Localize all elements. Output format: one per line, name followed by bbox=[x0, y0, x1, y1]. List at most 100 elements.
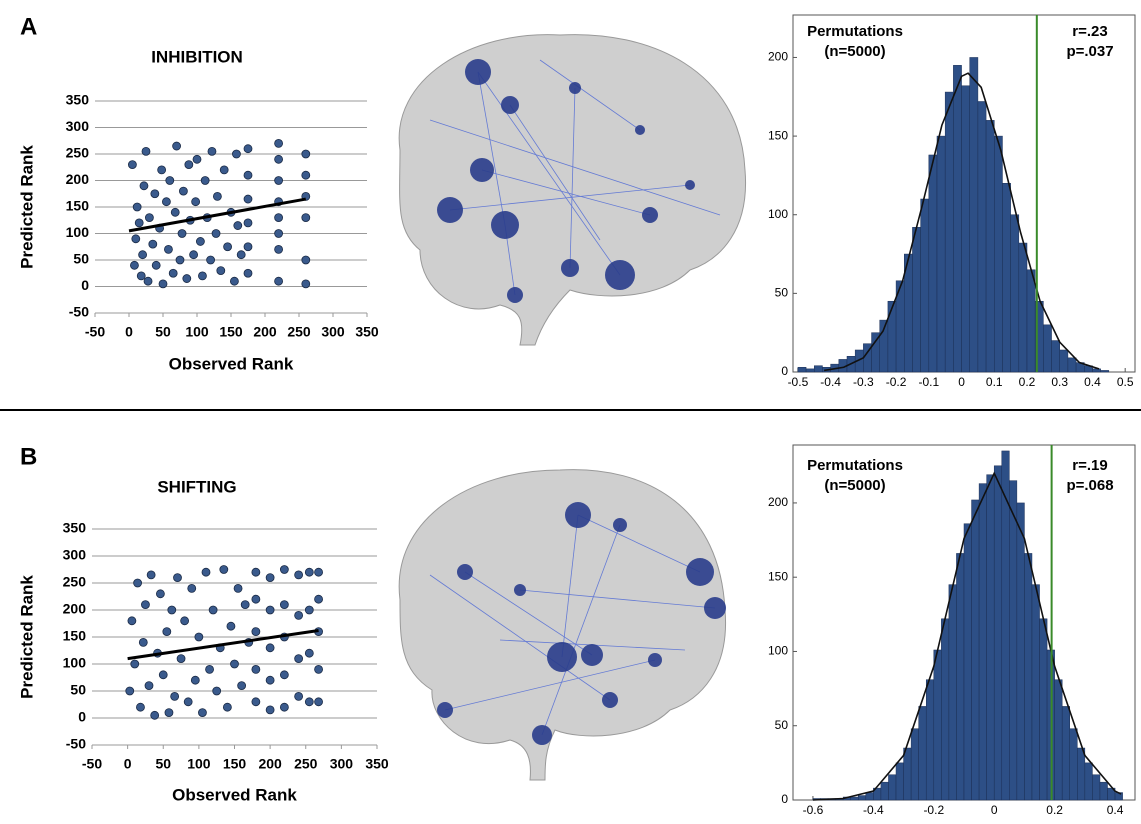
point bbox=[128, 161, 136, 169]
point bbox=[132, 235, 140, 243]
point bbox=[130, 261, 138, 269]
point bbox=[145, 214, 153, 222]
point bbox=[166, 177, 174, 185]
bar bbox=[1085, 763, 1093, 800]
point bbox=[244, 243, 252, 251]
bar bbox=[1002, 183, 1010, 372]
point bbox=[134, 579, 142, 587]
y-tick-label: 50 bbox=[775, 718, 789, 732]
point bbox=[275, 155, 283, 163]
point bbox=[177, 655, 185, 663]
point bbox=[305, 698, 313, 706]
y-tick-label: 200 bbox=[768, 495, 788, 509]
bar bbox=[1032, 585, 1040, 800]
stat-label: p=.068 bbox=[1066, 477, 1113, 494]
point bbox=[179, 187, 187, 195]
point bbox=[206, 665, 214, 673]
bar bbox=[986, 120, 994, 372]
bar bbox=[866, 793, 874, 800]
x-tick-label: 150 bbox=[219, 324, 243, 340]
bar bbox=[978, 101, 986, 372]
point bbox=[142, 147, 150, 155]
bar bbox=[945, 92, 953, 372]
bar bbox=[1052, 341, 1060, 372]
point bbox=[212, 230, 220, 238]
bar bbox=[926, 680, 934, 800]
bar bbox=[1070, 729, 1078, 800]
point bbox=[224, 243, 232, 251]
x-tick-label: 50 bbox=[155, 324, 171, 340]
point bbox=[302, 150, 310, 158]
point bbox=[275, 177, 283, 185]
x-tick-label: 0.3 bbox=[1051, 375, 1068, 389]
point bbox=[139, 251, 147, 259]
stat-label: r=.23 bbox=[1072, 23, 1107, 40]
point bbox=[241, 601, 249, 609]
bar bbox=[911, 729, 919, 800]
point bbox=[184, 698, 192, 706]
panel-label: A bbox=[20, 13, 37, 40]
point bbox=[266, 606, 274, 614]
bar bbox=[1027, 270, 1035, 372]
y-tick-label: 300 bbox=[66, 118, 90, 134]
y-tick-label: 100 bbox=[768, 644, 788, 658]
annotation: (n=5000) bbox=[824, 477, 885, 494]
point bbox=[266, 644, 274, 652]
y-tick-label: 50 bbox=[775, 286, 789, 300]
bar bbox=[972, 500, 980, 800]
point bbox=[156, 590, 164, 598]
brain-image bbox=[399, 35, 745, 345]
bar bbox=[949, 585, 957, 800]
point bbox=[169, 269, 177, 277]
point bbox=[192, 198, 200, 206]
x-tick-label: -0.4 bbox=[820, 375, 841, 389]
point bbox=[315, 698, 323, 706]
point bbox=[213, 687, 221, 695]
point bbox=[295, 611, 303, 619]
point bbox=[195, 633, 203, 641]
bar bbox=[851, 797, 859, 800]
x-tick-label: -0.6 bbox=[803, 803, 824, 817]
y-tick-label: 0 bbox=[78, 709, 86, 725]
x-tick-label: 50 bbox=[155, 756, 171, 772]
point bbox=[149, 240, 157, 248]
point bbox=[173, 142, 181, 150]
point bbox=[302, 280, 310, 288]
point bbox=[244, 269, 252, 277]
x-tick-label: 0 bbox=[124, 756, 132, 772]
point bbox=[209, 606, 217, 614]
point bbox=[147, 571, 155, 579]
x-axis-label: Observed Rank bbox=[172, 785, 297, 804]
bar bbox=[937, 136, 945, 372]
point bbox=[196, 237, 204, 245]
bar bbox=[994, 136, 1002, 372]
point bbox=[302, 256, 310, 264]
point bbox=[305, 568, 313, 576]
bar bbox=[934, 650, 942, 800]
y-tick-label: 100 bbox=[63, 655, 87, 671]
point bbox=[151, 190, 159, 198]
point bbox=[133, 203, 141, 211]
point bbox=[302, 214, 310, 222]
bar bbox=[1100, 782, 1108, 800]
x-tick-label: 0.2 bbox=[1019, 375, 1036, 389]
point bbox=[144, 277, 152, 285]
bar bbox=[964, 524, 972, 800]
y-tick-label: 100 bbox=[768, 207, 788, 221]
x-tick-label: 0 bbox=[125, 324, 133, 340]
bar bbox=[881, 782, 889, 800]
point bbox=[220, 166, 228, 174]
point bbox=[252, 698, 260, 706]
point bbox=[213, 192, 221, 200]
point bbox=[141, 601, 149, 609]
point bbox=[223, 703, 231, 711]
point bbox=[201, 177, 209, 185]
x-tick-label: 0 bbox=[958, 375, 965, 389]
x-tick-label: 100 bbox=[187, 756, 211, 772]
point bbox=[275, 245, 283, 253]
point bbox=[164, 245, 172, 253]
figure: A B INHIBITION-50050100150200250300350-5… bbox=[0, 0, 1141, 819]
bar bbox=[798, 367, 806, 372]
point bbox=[136, 703, 144, 711]
x-tick-label: 250 bbox=[287, 324, 311, 340]
